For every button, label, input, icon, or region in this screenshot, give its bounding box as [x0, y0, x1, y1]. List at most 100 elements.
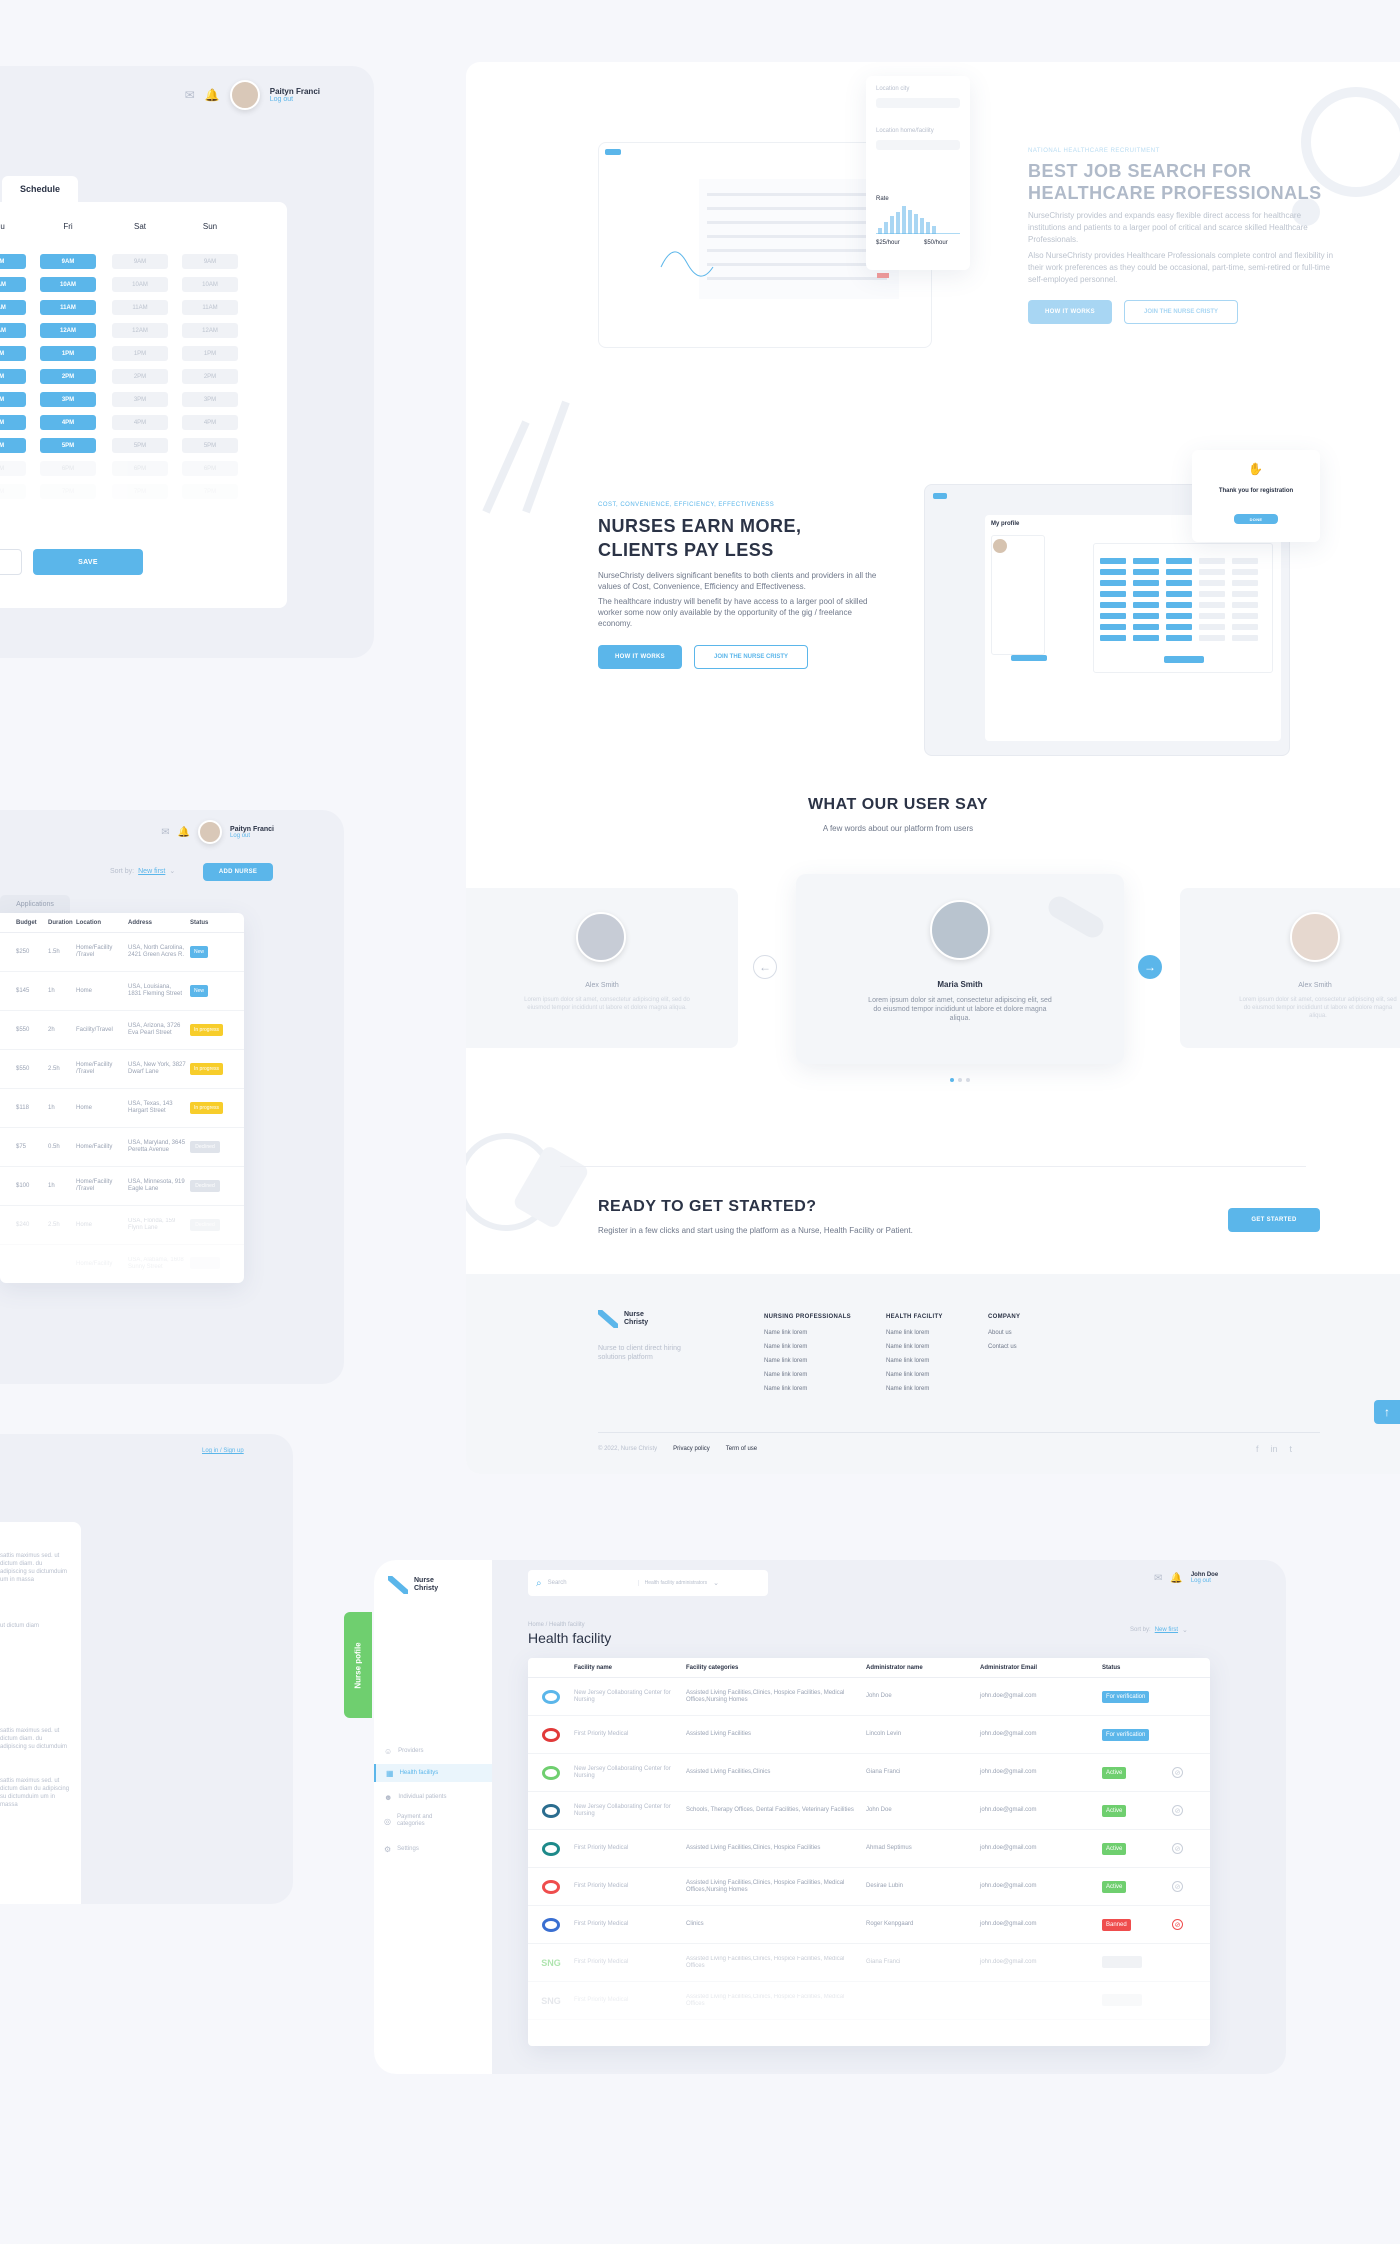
schedule-slot[interactable]: 6PM — [0, 461, 26, 476]
nurse-profile-tab[interactable]: Nurse pofile — [344, 1612, 372, 1718]
schedule-slot[interactable]: 4PM — [112, 415, 168, 430]
schedule-slot[interactable]: 9AM — [112, 254, 168, 269]
table-row[interactable]: Home/Facility USA, Alabama, 1608 Sunny St… — [0, 1245, 244, 1283]
sidebar-item-providers[interactable]: ☺ Providers — [374, 1742, 492, 1760]
chevron-down-icon[interactable]: ⌄ — [169, 868, 176, 875]
footer-link[interactable]: Name link lorem — [764, 1330, 808, 1336]
chevron-down-icon[interactable]: ⌄ — [1182, 1627, 1188, 1634]
schedule-slot[interactable]: 3PM — [182, 392, 238, 407]
applications-tab[interactable]: Applications — [0, 895, 70, 913]
schedule-slot[interactable]: 5PM — [182, 438, 238, 453]
table-row[interactable]: New Jersey Collaborating Center for Nurs… — [528, 1678, 1210, 1716]
logout-link[interactable]: Log out — [269, 96, 294, 103]
popup-done-button[interactable]: DONE — [1234, 514, 1278, 524]
schedule-slot[interactable]: 3PM — [112, 392, 168, 407]
ban-icon[interactable]: ⊘ — [1172, 1919, 1183, 1930]
footer-link[interactable]: Name link lorem — [764, 1386, 808, 1392]
schedule-slot[interactable]: 12AM — [40, 323, 96, 338]
table-row[interactable]: First Priority Medical Clinics Roger Kenpg… — [528, 1906, 1210, 1944]
schedule-slot[interactable]: 2PM — [40, 369, 96, 384]
table-row[interactable]: SNG First Priority Medical Assisted Living… — [528, 1982, 1210, 2020]
bell-icon[interactable]: 🔔 — [177, 826, 191, 838]
sort-value[interactable]: New first — [1154, 1627, 1179, 1633]
footer-logo[interactable]: Nurse Christy — [598, 1310, 658, 1328]
column-header[interactable]: Budget — [16, 919, 37, 926]
schedule-slot[interactable]: 5PM — [40, 438, 96, 453]
footer-link[interactable]: Contact us — [988, 1344, 1017, 1350]
logout-link[interactable]: Log out — [1190, 1578, 1211, 1584]
schedule-slot[interactable]: 2PM — [0, 369, 26, 384]
schedule-slot[interactable]: 11AM — [112, 300, 168, 315]
logout-link[interactable]: Log out — [230, 832, 251, 839]
footer-link[interactable]: Name link lorem — [886, 1344, 930, 1350]
schedule-tab[interactable]: Schedule — [2, 176, 78, 202]
schedule-slot[interactable]: 10AM — [112, 277, 168, 292]
filter-select[interactable]: Health facility administrators — [637, 1580, 707, 1586]
schedule-slot[interactable]: 3PM — [0, 392, 26, 407]
sort-control[interactable]: Sort by: New first ⌄ — [110, 867, 176, 876]
schedule-slot[interactable]: 7PM — [40, 484, 96, 499]
table-row[interactable]: $550 2h Facility/Travel USA, Arizona, 3726 … — [0, 1011, 244, 1050]
add-nurse-button[interactable]: ADD NURSE — [203, 863, 273, 881]
schedule-slot[interactable]: 3PM — [40, 392, 96, 407]
schedule-slot[interactable]: 5PM — [0, 438, 26, 453]
carousel-prev-button[interactable]: ← — [753, 955, 777, 979]
schedule-slot[interactable]: 1PM — [182, 346, 238, 361]
schedule-slot[interactable]: 9AM — [40, 254, 96, 269]
table-row[interactable]: First Priority Medical Assisted Living Fa… — [528, 1868, 1210, 1906]
footer-link[interactable]: Name link lorem — [886, 1330, 930, 1336]
schedule-slot[interactable]: 6PM — [182, 461, 238, 476]
carousel-next-button[interactable]: → — [1138, 955, 1162, 979]
ban-icon[interactable]: ⊘ — [1172, 1805, 1183, 1816]
terms-link[interactable]: Term of use — [725, 1446, 758, 1452]
footer-link[interactable]: Name link lorem — [764, 1372, 808, 1378]
schedule-slot[interactable]: 6PM — [40, 461, 96, 476]
join-button[interactable]: JOIN THE NURSE CRISTY — [1124, 300, 1238, 324]
schedule-slot[interactable]: 2PM — [182, 369, 238, 384]
schedule-slot[interactable]: 12AM — [0, 323, 26, 338]
avatar[interactable] — [198, 820, 223, 844]
ban-icon[interactable]: ⊘ — [1172, 1881, 1183, 1892]
schedule-slot[interactable]: 4PM — [40, 415, 96, 430]
bell-icon[interactable]: 🔔 — [204, 88, 220, 102]
schedule-slot[interactable]: 1PM — [0, 346, 26, 361]
sidebar-item-settings[interactable]: ⚙ Settings — [374, 1840, 492, 1858]
schedule-slot[interactable]: 2PM — [112, 369, 168, 384]
search-input[interactable]: Search — [547, 1580, 567, 1586]
testimonial-left[interactable]: Alex Smith Lorem ipsum dolor sit amet, c… — [466, 888, 738, 1048]
sort-value[interactable]: New first — [138, 867, 166, 875]
table-row[interactable]: New Jersey Collaborating Center for Nurs… — [528, 1792, 1210, 1830]
avatar[interactable] — [229, 80, 260, 110]
twitter-icon[interactable]: t — [1289, 1444, 1293, 1454]
privacy-link[interactable]: Privacy policy — [673, 1446, 710, 1452]
schedule-slot[interactable]: 12AM — [182, 323, 238, 338]
ban-icon[interactable]: ⊘ — [1172, 1843, 1183, 1854]
table-row[interactable]: First Priority Medical Assisted Living Fa… — [528, 1716, 1210, 1754]
column-header[interactable]: Status — [1102, 1664, 1121, 1671]
schedule-slot[interactable]: 5PM — [112, 438, 168, 453]
schedule-slot[interactable]: 7PM — [112, 484, 168, 499]
footer-link[interactable]: Name link lorem — [886, 1386, 930, 1392]
column-header[interactable]: Status — [190, 919, 209, 926]
column-header[interactable]: Administrator name — [866, 1664, 923, 1671]
schedule-slot[interactable]: 9AM — [0, 254, 26, 269]
schedule-slot[interactable]: 4PM — [0, 415, 26, 430]
sidebar-item-individual[interactable]: ☻ Individual patients — [374, 1788, 492, 1806]
table-row[interactable]: $250 1.5h Home/Facility /Travel USA, North … — [0, 933, 244, 972]
bell-icon[interactable]: 🔔 — [1170, 1572, 1183, 1584]
schedule-slot[interactable]: 10AM — [0, 277, 26, 292]
schedule-cancel-button[interactable] — [0, 549, 22, 575]
login-signup-link[interactable]: Log in / Sign up — [202, 1448, 244, 1454]
footer-link[interactable]: Name link lorem — [886, 1372, 930, 1378]
join-button[interactable]: JOIN THE NURSE CRISTY — [694, 645, 808, 669]
schedule-slot[interactable]: 1PM — [112, 346, 168, 361]
how-it-works-button[interactable]: HOW IT WORKS — [598, 645, 682, 669]
carousel-dots[interactable] — [950, 1078, 970, 1082]
schedule-slot[interactable]: 6PM — [112, 461, 168, 476]
table-row[interactable]: $100 1h Home/Facility /Travel USA, Minnesot… — [0, 1167, 244, 1206]
column-header[interactable]: Facility categories — [686, 1664, 739, 1671]
breadcrumb[interactable]: Home / Health facility — [528, 1622, 585, 1628]
testimonial-active[interactable]: Maria Smith Lorem ipsum dolor sit amet, … — [796, 874, 1124, 1064]
table-row[interactable]: $75 0.5h Home/Facility USA, Maryland, 3645 … — [0, 1128, 244, 1167]
column-header[interactable]: Administrator Email — [980, 1664, 1038, 1671]
